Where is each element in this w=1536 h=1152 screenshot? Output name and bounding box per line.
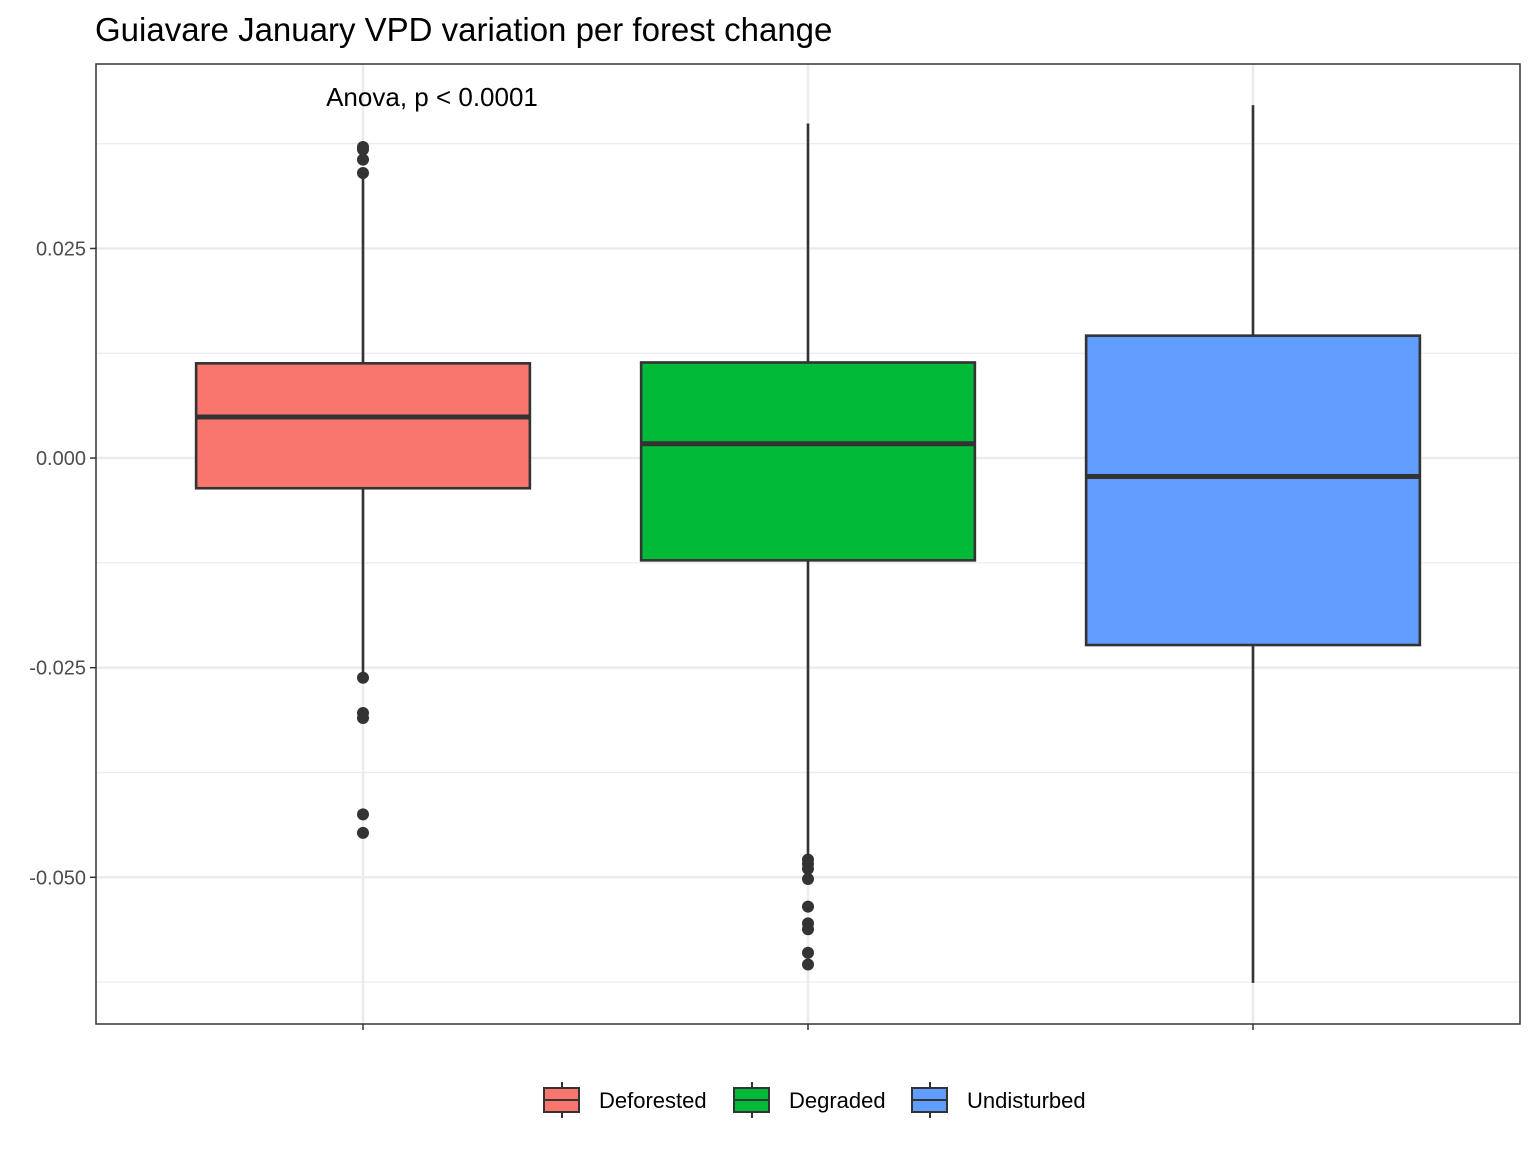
outlier-point [802, 862, 814, 875]
legend-item-deforested: Deforested [543, 1082, 707, 1118]
outlier-point [357, 808, 369, 821]
outlier-point [802, 923, 814, 936]
y-tick-label: 0.000 [36, 448, 86, 470]
outlier-point [357, 711, 369, 724]
chart-title: Guiavare January VPD variation per fores… [95, 11, 832, 48]
legend-item-degraded: Degraded [733, 1082, 886, 1118]
box-iqr [194, 362, 532, 490]
outlier-point [802, 946, 814, 959]
outlier-point [357, 143, 369, 156]
outlier-point [357, 166, 369, 179]
outlier-point [802, 900, 814, 913]
legend-item-undisturbed: Undisturbed [911, 1082, 1086, 1118]
y-tick-label: 0.025 [36, 238, 86, 260]
box-degraded [639, 123, 977, 971]
outlier-point [357, 671, 369, 684]
outlier-point [357, 826, 369, 839]
outlier-point [357, 153, 369, 166]
y-tick-label: -0.025 [29, 658, 86, 680]
y-axis: 0.025 0.000 -0.025 -0.050 [29, 238, 1254, 1030]
box-iqr [639, 361, 977, 562]
legend-label: Undisturbed [967, 1088, 1086, 1113]
anova-annotation: Anova, p < 0.0001 [326, 82, 538, 112]
y-tick-label: -0.050 [29, 867, 86, 889]
box-undisturbed [1084, 105, 1422, 983]
box-iqr [1084, 334, 1422, 647]
boxes [194, 105, 1422, 983]
outlier-point [802, 872, 814, 885]
box-deforested [194, 141, 532, 839]
legend-label: Deforested [599, 1088, 707, 1113]
legend-label: Degraded [789, 1088, 886, 1113]
legend: Deforested Degraded Undisturbed [543, 1082, 1086, 1118]
outlier-point [802, 958, 814, 971]
